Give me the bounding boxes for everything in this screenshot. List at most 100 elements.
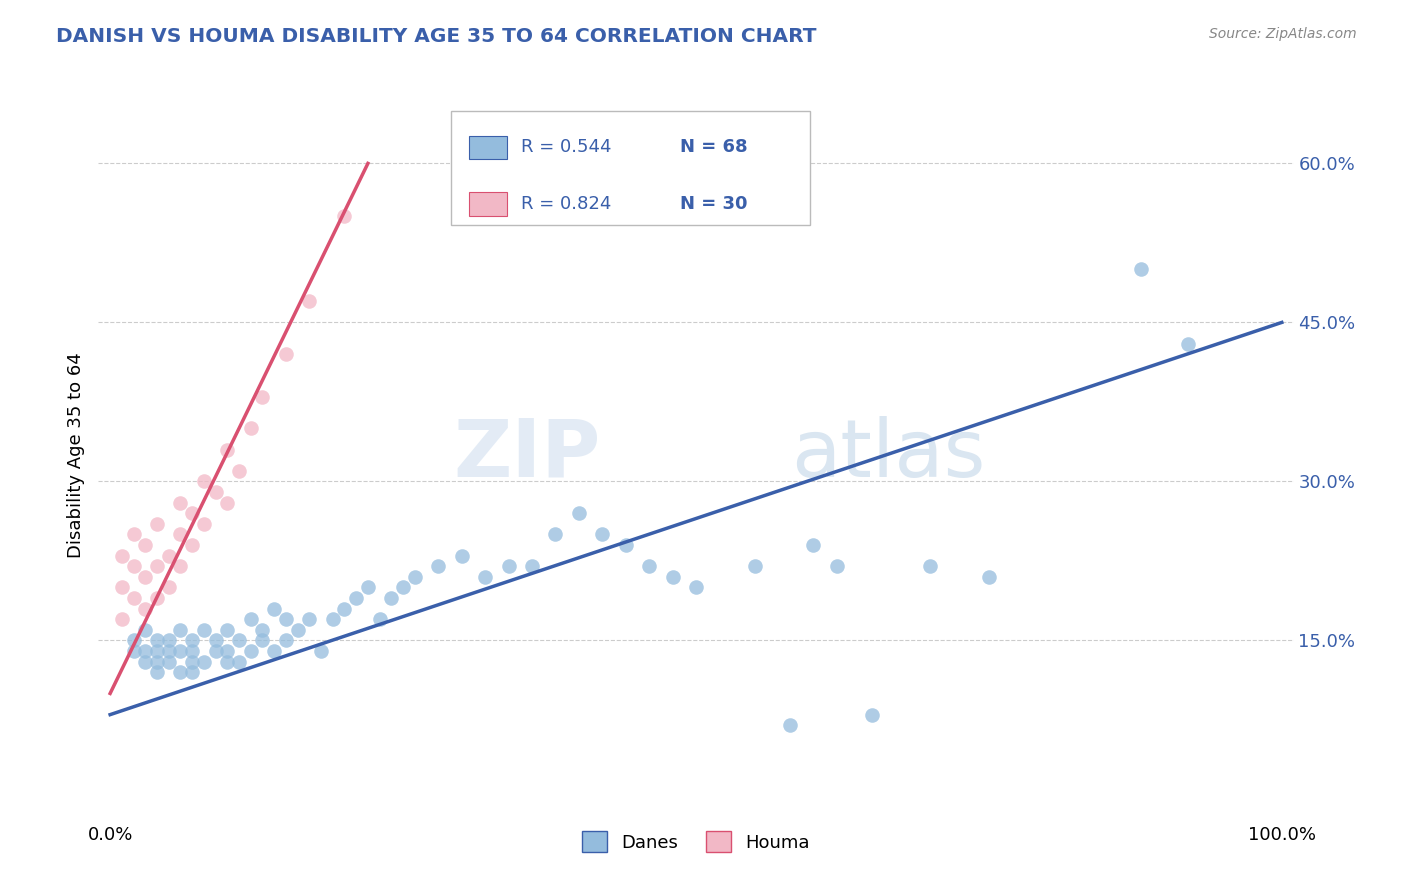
- Point: [181, 655, 204, 669]
- Point: [134, 570, 156, 584]
- Point: [169, 527, 191, 541]
- Point: [122, 591, 145, 605]
- Point: [744, 559, 766, 574]
- Text: ZIP: ZIP: [453, 416, 600, 494]
- Point: [322, 612, 344, 626]
- Text: N = 30: N = 30: [681, 195, 748, 213]
- Point: [920, 559, 942, 574]
- Point: [591, 527, 613, 541]
- Point: [1130, 262, 1153, 277]
- Point: [146, 591, 169, 605]
- Point: [193, 623, 215, 637]
- Point: [157, 644, 180, 658]
- Point: [169, 559, 191, 574]
- Point: [157, 633, 180, 648]
- Point: [193, 655, 215, 669]
- Text: DANISH VS HOUMA DISABILITY AGE 35 TO 64 CORRELATION CHART: DANISH VS HOUMA DISABILITY AGE 35 TO 64 …: [56, 27, 817, 45]
- Point: [498, 559, 520, 574]
- Point: [169, 644, 191, 658]
- Point: [217, 644, 239, 658]
- Bar: [470, 193, 508, 216]
- Point: [122, 633, 145, 648]
- Point: [239, 644, 262, 658]
- Point: [181, 538, 204, 552]
- Point: [169, 623, 191, 637]
- Point: [169, 495, 191, 509]
- Point: [357, 581, 380, 595]
- Point: [181, 665, 204, 680]
- Point: [298, 612, 321, 626]
- Point: [193, 516, 215, 531]
- Point: [368, 612, 391, 626]
- Point: [333, 601, 356, 615]
- Point: [146, 655, 169, 669]
- Point: [239, 612, 262, 626]
- FancyBboxPatch shape: [451, 112, 810, 225]
- Point: [146, 559, 169, 574]
- Point: [217, 655, 239, 669]
- Point: [252, 633, 274, 648]
- Point: [193, 475, 215, 489]
- Point: [344, 591, 367, 605]
- Point: [204, 644, 226, 658]
- Point: [181, 506, 204, 520]
- Text: R = 0.824: R = 0.824: [522, 195, 612, 213]
- Point: [146, 633, 169, 648]
- Text: R = 0.544: R = 0.544: [522, 138, 612, 156]
- Point: [274, 612, 297, 626]
- Point: [274, 347, 297, 361]
- Point: [157, 655, 180, 669]
- Point: [228, 633, 250, 648]
- Point: [111, 612, 134, 626]
- Point: [392, 581, 415, 595]
- Point: [122, 559, 145, 574]
- Point: [252, 390, 274, 404]
- Point: [134, 623, 156, 637]
- Point: [157, 549, 180, 563]
- Point: [520, 559, 543, 574]
- Point: [181, 633, 204, 648]
- Point: [239, 421, 262, 435]
- Bar: [470, 136, 508, 159]
- Point: [228, 464, 250, 478]
- Point: [274, 633, 297, 648]
- Point: [544, 527, 567, 541]
- Point: [134, 601, 156, 615]
- Point: [427, 559, 450, 574]
- Text: atlas: atlas: [792, 416, 986, 494]
- Point: [298, 294, 321, 309]
- Point: [146, 665, 169, 680]
- Text: N = 68: N = 68: [681, 138, 748, 156]
- Point: [111, 549, 134, 563]
- Point: [134, 644, 156, 658]
- Point: [568, 506, 591, 520]
- Point: [404, 570, 426, 584]
- Point: [134, 538, 156, 552]
- Point: [333, 210, 356, 224]
- Point: [450, 549, 472, 563]
- Point: [638, 559, 661, 574]
- Point: [779, 718, 801, 732]
- Y-axis label: Disability Age 35 to 64: Disability Age 35 to 64: [66, 352, 84, 558]
- Point: [685, 581, 707, 595]
- Point: [146, 516, 169, 531]
- Point: [122, 644, 145, 658]
- Point: [977, 570, 1000, 584]
- Point: [111, 581, 134, 595]
- Point: [169, 665, 191, 680]
- Point: [860, 707, 883, 722]
- Point: [217, 623, 239, 637]
- Point: [825, 559, 848, 574]
- Point: [228, 655, 250, 669]
- Point: [263, 644, 285, 658]
- Point: [263, 601, 285, 615]
- Point: [217, 442, 239, 457]
- Point: [614, 538, 637, 552]
- Point: [204, 485, 226, 500]
- Point: [1177, 336, 1199, 351]
- Point: [287, 623, 309, 637]
- Point: [661, 570, 683, 584]
- Point: [134, 655, 156, 669]
- Point: [252, 623, 274, 637]
- Text: Source: ZipAtlas.com: Source: ZipAtlas.com: [1209, 27, 1357, 41]
